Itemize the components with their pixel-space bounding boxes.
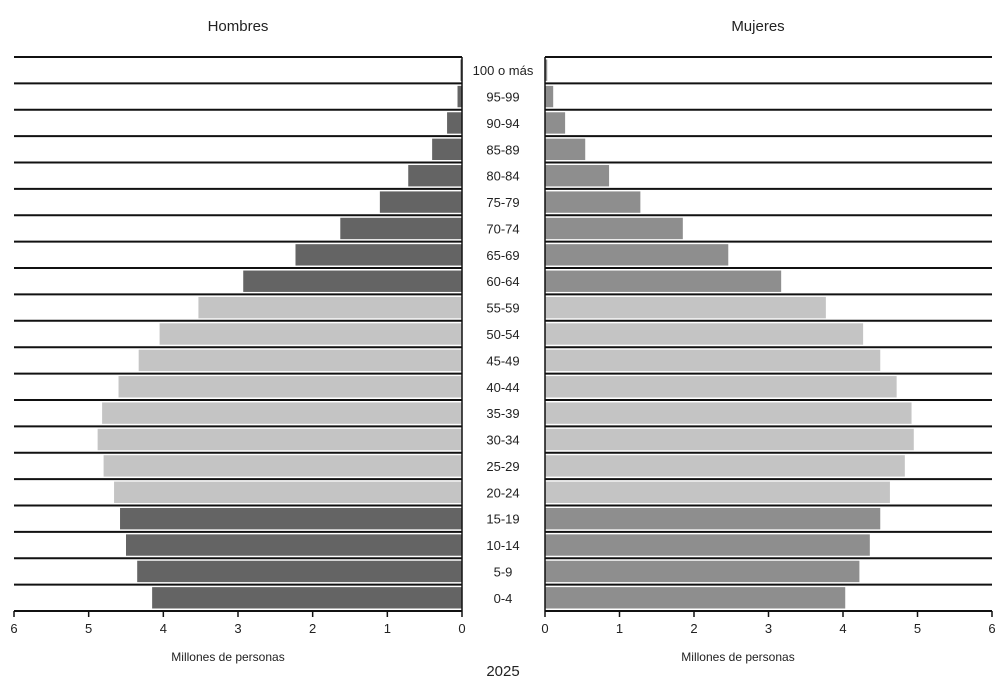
age-label: 55-59 bbox=[486, 301, 519, 316]
left-x-axis-label: Millones de personas bbox=[171, 650, 284, 664]
left-tick-label: 4 bbox=[160, 621, 167, 636]
left-tick-label: 0 bbox=[458, 621, 465, 636]
left-tick-label: 2 bbox=[309, 621, 316, 636]
female-bar-70-74 bbox=[545, 217, 683, 240]
male-bar-60-64 bbox=[243, 270, 462, 292]
age-label: 5-9 bbox=[494, 564, 513, 579]
male-bar-45-49 bbox=[138, 349, 462, 372]
female-bar-5-9 bbox=[545, 560, 860, 583]
age-label: 0-4 bbox=[494, 591, 513, 606]
age-label: 40-44 bbox=[486, 380, 519, 395]
male-bar-55-59 bbox=[198, 296, 462, 319]
female-bar-40-44 bbox=[545, 376, 897, 398]
right-tick-label: 3 bbox=[765, 621, 772, 636]
female-bars bbox=[545, 59, 914, 609]
male-bar-70-74 bbox=[340, 217, 462, 240]
year-label: 2025 bbox=[486, 663, 519, 680]
age-label: 15-19 bbox=[486, 512, 519, 527]
female-bar-50-54 bbox=[545, 323, 864, 345]
right-tick-label: 1 bbox=[616, 621, 623, 636]
female-bar-80-84 bbox=[545, 165, 610, 187]
age-label: 80-84 bbox=[486, 169, 519, 184]
age-group-labels: 0-4 5-9 10-14 15-19 20-24 25-29 30-34 35-39 40-4… bbox=[473, 63, 534, 606]
male-bar-40-44 bbox=[118, 376, 463, 398]
age-label: 90-94 bbox=[486, 116, 519, 131]
female-bar-55-59 bbox=[545, 296, 826, 319]
female-bar-60-64 bbox=[545, 270, 782, 292]
right-tick-label: 2 bbox=[690, 621, 697, 636]
female-bar-20-24 bbox=[545, 481, 890, 503]
male-bar-25-29 bbox=[103, 455, 462, 477]
female-bar-30-34 bbox=[545, 428, 914, 451]
male-bars bbox=[97, 59, 463, 609]
male-bar-20-24 bbox=[114, 481, 462, 503]
female-bar-10-14 bbox=[545, 534, 870, 556]
male-bar-30-34 bbox=[97, 428, 463, 451]
male-bar-0-4 bbox=[152, 587, 462, 609]
female-bar-15-19 bbox=[545, 507, 881, 530]
female-bar-95-99 bbox=[545, 85, 554, 108]
age-label: 70-74 bbox=[486, 221, 519, 236]
age-label: 60-64 bbox=[486, 274, 519, 289]
left-tick-label: 3 bbox=[234, 621, 241, 636]
age-label: 35-39 bbox=[486, 406, 519, 421]
age-label: 10-14 bbox=[486, 538, 519, 553]
right-tick-label: 6 bbox=[988, 621, 995, 636]
female-bar-0-4 bbox=[545, 587, 846, 609]
age-label: 75-79 bbox=[486, 195, 519, 210]
right-tick-label: 5 bbox=[914, 621, 921, 636]
female-bar-65-69 bbox=[545, 244, 729, 266]
left-tick-label: 1 bbox=[384, 621, 391, 636]
female-bar-25-29 bbox=[545, 455, 905, 477]
male-bar-65-69 bbox=[295, 244, 462, 266]
age-label: 100 o más bbox=[473, 63, 534, 78]
female-bar-45-49 bbox=[545, 349, 881, 372]
female-bar-35-39 bbox=[545, 402, 912, 424]
x-axes: 0 0 1 1 2 2 3 3 4 4 5 5 6 6 bbox=[10, 57, 996, 636]
age-label: 25-29 bbox=[486, 459, 519, 474]
left-title: Hombres bbox=[208, 18, 269, 35]
age-label: 30-34 bbox=[486, 433, 519, 448]
right-tick-label: 0 bbox=[541, 621, 548, 636]
left-tick-label: 5 bbox=[85, 621, 92, 636]
female-bar-90-94 bbox=[545, 112, 566, 134]
male-bar-15-19 bbox=[120, 507, 462, 530]
male-bar-35-39 bbox=[102, 402, 463, 424]
right-title: Mujeres bbox=[731, 18, 784, 35]
female-bar-85-89 bbox=[545, 138, 586, 161]
male-bar-10-14 bbox=[126, 534, 462, 556]
age-label: 85-89 bbox=[486, 142, 519, 157]
age-label: 95-99 bbox=[486, 90, 519, 105]
male-bar-95-99 bbox=[457, 85, 462, 108]
female-bar-75-79 bbox=[545, 191, 641, 213]
age-label: 20-24 bbox=[486, 485, 519, 500]
male-bar-80-84 bbox=[408, 165, 462, 187]
right-x-axis-label: Millones de personas bbox=[681, 650, 794, 664]
age-label: 45-49 bbox=[486, 353, 519, 368]
right-tick-label: 4 bbox=[839, 621, 846, 636]
male-bar-75-79 bbox=[379, 191, 462, 213]
age-label: 50-54 bbox=[486, 327, 519, 342]
male-bar-5-9 bbox=[137, 560, 462, 583]
left-tick-label: 6 bbox=[10, 621, 17, 636]
male-bar-85-89 bbox=[432, 138, 462, 161]
male-bar-90-94 bbox=[447, 112, 462, 134]
male-bar-50-54 bbox=[159, 323, 462, 345]
age-label: 65-69 bbox=[486, 248, 519, 263]
gridlines bbox=[14, 56, 992, 612]
female-bar-100-o-más bbox=[545, 59, 548, 81]
